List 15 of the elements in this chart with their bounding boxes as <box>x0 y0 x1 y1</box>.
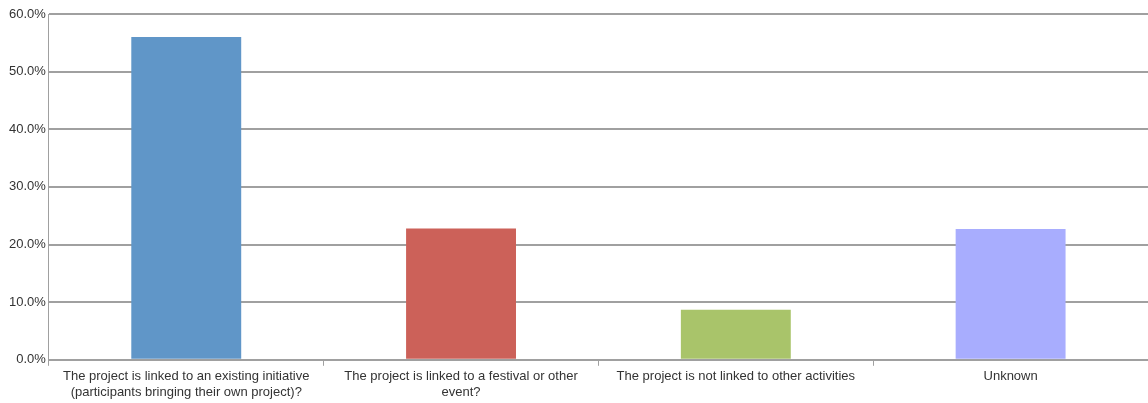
y-tick-label: 20.0% <box>8 236 47 252</box>
bar <box>131 37 242 359</box>
y-tick-label: 60.0% <box>8 5 47 21</box>
x-tick-label: Unknown <box>983 368 1038 384</box>
y-tick-label: 10.0% <box>8 293 47 309</box>
bar <box>955 228 1066 359</box>
y-tick-label: 50.0% <box>8 63 47 79</box>
y-tick-label: 0.0% <box>16 351 47 367</box>
y-tick-label: 30.0% <box>8 178 47 194</box>
bar <box>406 228 516 359</box>
x-tick-label: The project is linked to a festival or other event? <box>344 368 579 399</box>
y-tick-label: 40.0% <box>8 120 47 136</box>
x-tick-label: The project is not linked to other activities <box>616 368 856 384</box>
x-tick-label: The project is linked to an existing initiative (participants bringing their own project)? <box>63 368 310 399</box>
bar <box>680 309 791 359</box>
